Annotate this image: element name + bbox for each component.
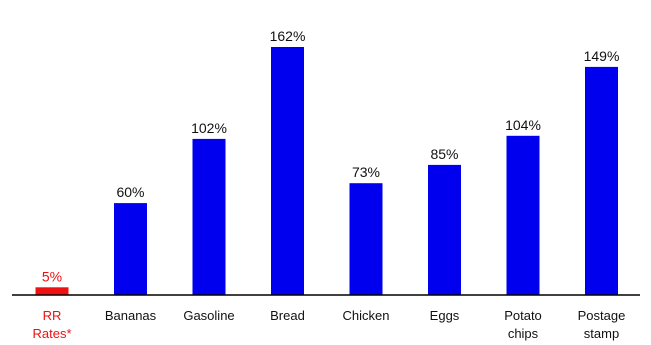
category-label-gasoline: Gasoline bbox=[183, 308, 234, 323]
category-label-bananas: Bananas bbox=[105, 308, 157, 323]
category-label-potato-chips-line1: Potato bbox=[504, 308, 542, 323]
category-label-rr-rates-line1: RR bbox=[43, 308, 62, 323]
value-label-rr-rates: 5% bbox=[42, 268, 62, 284]
category-label-chicken: Chicken bbox=[343, 308, 390, 323]
value-label-potato-chips: 104% bbox=[505, 117, 541, 133]
category-label-bread: Bread bbox=[270, 308, 305, 323]
value-label-postage-stamp: 149% bbox=[584, 48, 620, 64]
category-label-potato-chips-line2: chips bbox=[508, 326, 539, 341]
bar-rr-rates bbox=[35, 287, 69, 295]
value-label-gasoline: 102% bbox=[191, 120, 227, 136]
category-labels-group: RR Rates* Bananas Gasoline Bread Chicken Eggs P… bbox=[32, 308, 625, 341]
category-label-postage-stamp-line1: Postage bbox=[578, 308, 626, 323]
bar-gasoline bbox=[192, 138, 226, 295]
bar-chicken bbox=[349, 183, 383, 295]
bar-bananas bbox=[114, 203, 147, 295]
value-label-eggs: 85% bbox=[430, 146, 458, 162]
bar-bread bbox=[271, 47, 304, 295]
value-labels-group: 5% 60% 102% 162% 73% 85% 104% 149% bbox=[42, 28, 620, 284]
category-label-eggs: Eggs bbox=[430, 308, 460, 323]
category-label-postage-stamp-line2: stamp bbox=[584, 326, 619, 341]
bars-group bbox=[35, 47, 618, 296]
bar-eggs bbox=[428, 164, 461, 295]
category-label-rr-rates-line2: Rates* bbox=[32, 326, 71, 341]
value-label-chicken: 73% bbox=[352, 164, 380, 180]
value-label-bananas: 60% bbox=[116, 184, 144, 200]
bar-postage-stamp bbox=[585, 66, 618, 296]
bar-potato-chips bbox=[506, 135, 540, 295]
value-label-bread: 162% bbox=[270, 28, 306, 44]
